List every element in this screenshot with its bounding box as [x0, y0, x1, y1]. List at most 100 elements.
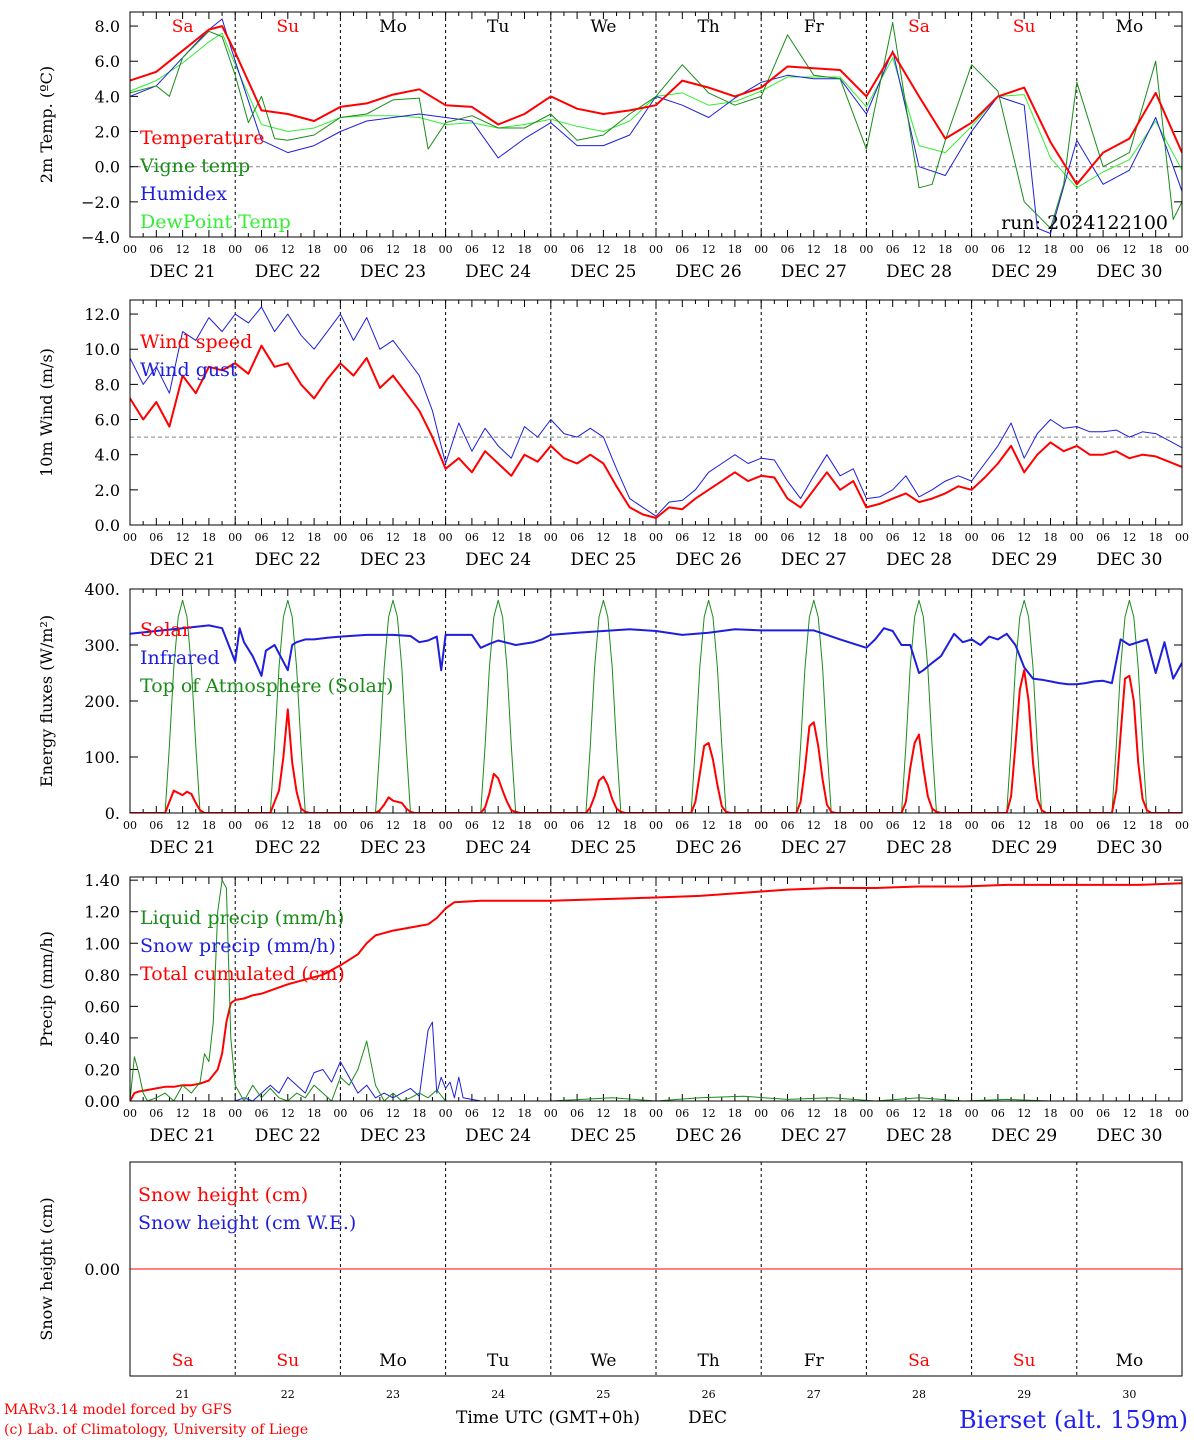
- y-tick-label: 100.: [84, 748, 120, 767]
- panel-snow: 0.00 Snow height (cm) Snow height (cm) Snow…: [37, 1161, 1183, 1401]
- plot-frame: [129, 11, 1183, 238]
- date-label: DEC 25: [570, 262, 636, 282]
- date-label: DEC 29: [991, 550, 1057, 570]
- date-label: DEC 25: [570, 838, 636, 858]
- hour-label: 18: [412, 243, 426, 256]
- hour-label: 12: [176, 1107, 190, 1120]
- hour-label: 18: [202, 1107, 216, 1120]
- y-tick-label: 2.0: [95, 123, 120, 142]
- y-tick-label: 1.40: [84, 871, 120, 890]
- y-tick-label: 1.00: [84, 934, 120, 953]
- hour-label: 00: [1175, 243, 1189, 256]
- hour-label: 00: [1070, 531, 1084, 544]
- hour-label: 06: [675, 1107, 689, 1120]
- hour-label: 06: [1096, 1107, 1110, 1120]
- date-label: DEC 30: [1096, 1126, 1162, 1146]
- date-label: DEC 28: [886, 550, 952, 570]
- hour-label: 06: [360, 1107, 374, 1120]
- date-label: DEC 24: [465, 838, 531, 858]
- day-name-bottom: Sa: [908, 1351, 930, 1371]
- hour-label: 00: [228, 531, 242, 544]
- day-number: 22: [281, 1388, 295, 1401]
- day-name-bottom: Mo: [379, 1351, 407, 1371]
- hour-label: 18: [938, 819, 952, 832]
- hour-label: 06: [360, 243, 374, 256]
- hour-label: 12: [1122, 531, 1136, 544]
- hour-label: 18: [518, 531, 532, 544]
- day-number: 26: [702, 1388, 716, 1401]
- series-line-0: [130, 344, 1182, 519]
- y-tick-label: 1.20: [84, 903, 120, 922]
- hour-label: 06: [360, 819, 374, 832]
- date-label: DEC 21: [150, 550, 216, 570]
- date-label: DEC 25: [570, 1126, 636, 1146]
- date-label: DEC 26: [676, 1126, 742, 1146]
- date-label: DEC 28: [886, 1126, 952, 1146]
- date-label: DEC 23: [360, 262, 426, 282]
- hour-label: 12: [702, 243, 716, 256]
- day-name-top: Mo: [1116, 17, 1144, 37]
- hour-label: 00: [1070, 1107, 1084, 1120]
- y-tick-label: 0.0: [95, 516, 120, 535]
- y-tick-label: 4.0: [95, 87, 120, 106]
- hour-label: 12: [1122, 1107, 1136, 1120]
- y-tick-label: 8.0: [95, 375, 120, 394]
- hour-label: 18: [623, 243, 637, 256]
- series-line-1: [130, 22, 1182, 229]
- hour-label: 18: [1044, 819, 1058, 832]
- date-label: DEC 21: [150, 262, 216, 282]
- date-label: DEC 28: [886, 838, 952, 858]
- panel-temperature: 8.0 6.0 4.0 2.0 0.0 −2.0 −4.0 2m Temp. (ºC) Temp…: [37, 11, 1189, 282]
- date-label: DEC 21: [150, 838, 216, 858]
- day-name-bottom: Sa: [172, 1351, 194, 1371]
- date-label: DEC 27: [781, 262, 847, 282]
- hour-label: 00: [965, 819, 979, 832]
- hour-label: 12: [386, 243, 400, 256]
- hour-label: 06: [675, 531, 689, 544]
- hour-label: 12: [912, 531, 926, 544]
- legend-entry: Snow height (cm W.E.): [138, 1212, 356, 1234]
- y-tick-label: −2.0: [81, 193, 120, 212]
- day-name-top: Su: [276, 17, 299, 37]
- hour-label: 06: [570, 243, 584, 256]
- hour-label: 00: [754, 243, 768, 256]
- panel-wind: 12.0 10.0 8.0 6.0 4.0 2.0 0.0 10m Wind (m/s) Win…: [37, 299, 1189, 570]
- date-label: DEC 28: [886, 262, 952, 282]
- legend-entry: DewPoint Temp: [140, 211, 291, 233]
- day-name-bottom: Tu: [487, 1351, 509, 1371]
- date-label: DEC 29: [991, 262, 1057, 282]
- hour-label: 06: [781, 1107, 795, 1120]
- day-name-top: Sa: [172, 17, 194, 37]
- hour-label: 00: [333, 819, 347, 832]
- legend-entry: Temperature: [140, 127, 264, 149]
- date-label: DEC 27: [781, 1126, 847, 1146]
- hour-label: 18: [623, 1107, 637, 1120]
- legend-entry: Solar: [140, 619, 192, 641]
- hour-label: 00: [1175, 819, 1189, 832]
- hour-label: 12: [596, 243, 610, 256]
- hour-label: 12: [281, 819, 295, 832]
- credit-lab: (c) Lab. of Climatology, University of L…: [4, 1422, 308, 1438]
- date-label: DEC 23: [360, 1126, 426, 1146]
- day-name-top: Su: [1013, 17, 1036, 37]
- day-name-top: Fr: [804, 17, 825, 37]
- hour-label: 06: [465, 531, 479, 544]
- series-line-1: [130, 624, 1182, 686]
- hour-label: 18: [1044, 1107, 1058, 1120]
- day-number: 27: [807, 1388, 821, 1401]
- y-tick-label: 200.: [84, 692, 120, 711]
- hour-label: 18: [412, 819, 426, 832]
- hour-label: 00: [754, 819, 768, 832]
- hour-label: 00: [123, 243, 137, 256]
- hour-label: 06: [149, 819, 163, 832]
- hour-label: 06: [360, 531, 374, 544]
- hour-label: 12: [1017, 531, 1031, 544]
- hour-label: 12: [386, 819, 400, 832]
- hour-label: 12: [807, 1107, 821, 1120]
- plot-frame: [129, 588, 1183, 814]
- hour-label: 18: [1044, 243, 1058, 256]
- day-name-top: Sa: [908, 17, 930, 37]
- hour-label: 06: [255, 819, 269, 832]
- date-label: DEC 22: [255, 550, 321, 570]
- hour-label: 06: [886, 1107, 900, 1120]
